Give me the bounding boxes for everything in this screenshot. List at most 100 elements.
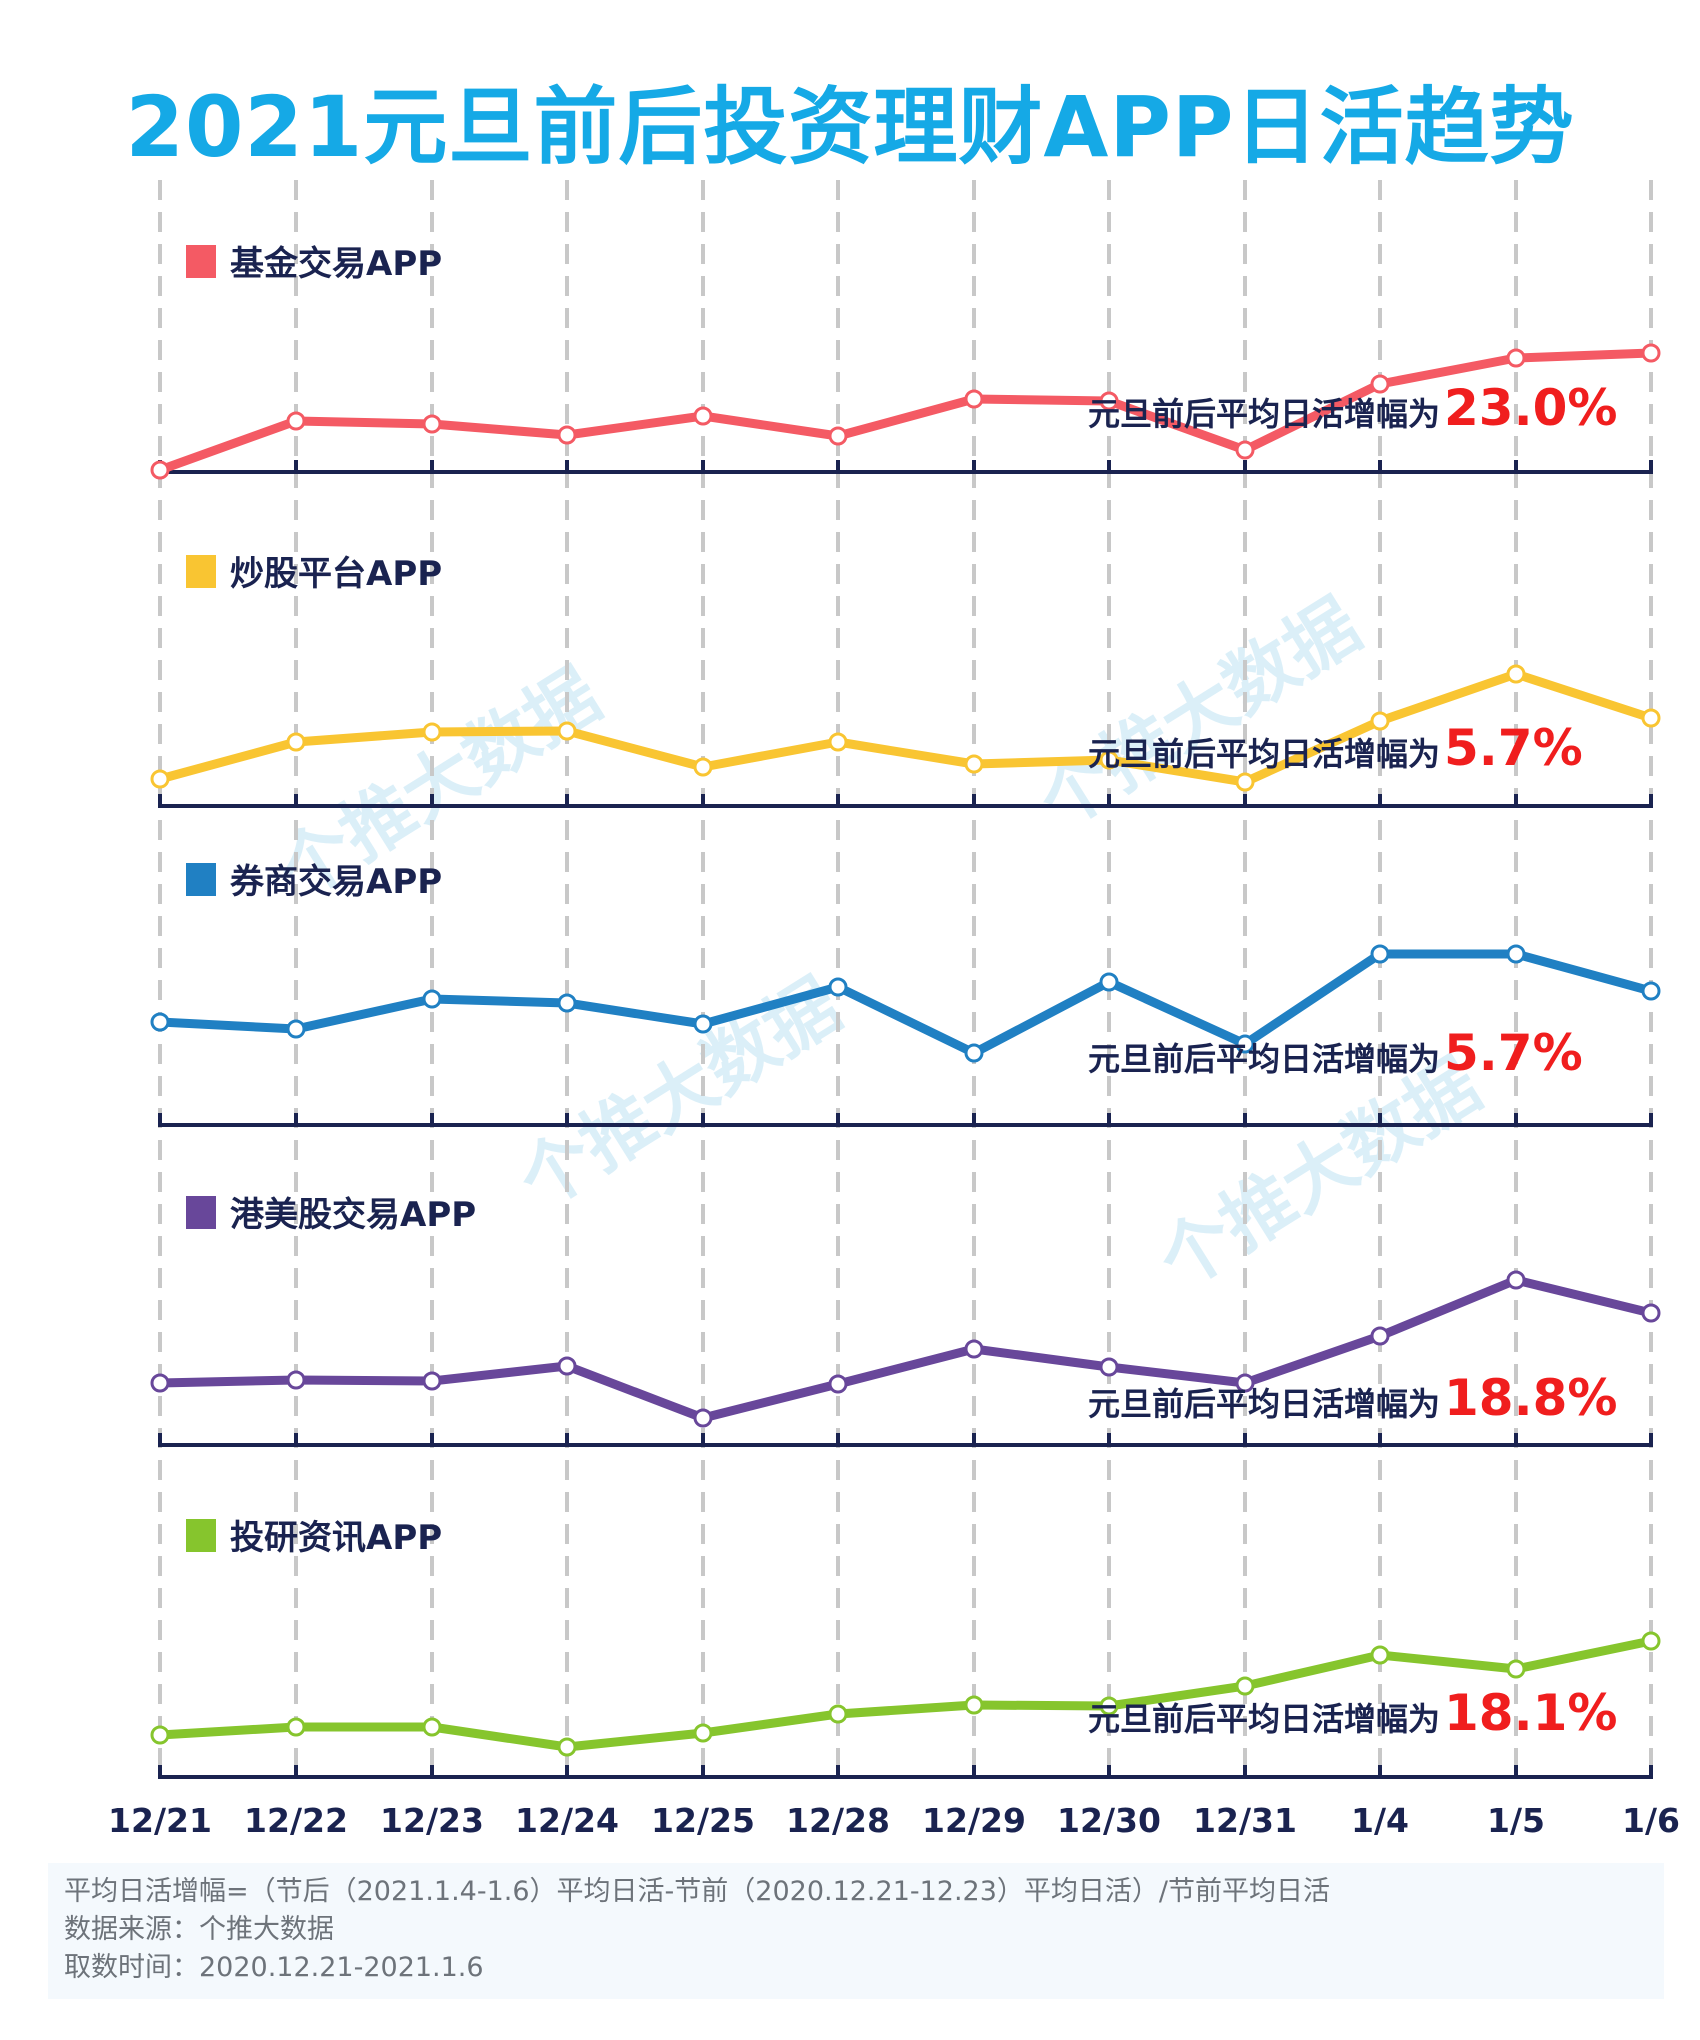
data-point <box>1099 391 1119 411</box>
growth-value: 23.0% <box>1444 379 1617 437</box>
data-point <box>828 1374 848 1394</box>
growth-prefix: 元旦前后平均日活增幅为 <box>1088 1040 1440 1078</box>
data-point <box>557 1356 577 1376</box>
data-point <box>286 732 306 752</box>
series-label: 炒股平台APP <box>230 554 442 594</box>
data-point <box>693 1014 713 1034</box>
series-label: 基金交易APP <box>230 244 442 284</box>
data-point <box>1641 1631 1661 1651</box>
panel-5: 投研资讯APP 元旦前后平均日活增幅为18.1% <box>150 1518 1661 1779</box>
data-point <box>557 1737 577 1757</box>
panel-4: 港美股交易APP 元旦前后平均日活增幅为18.8% <box>150 1195 1661 1447</box>
data-point <box>557 721 577 741</box>
data-point <box>150 460 170 480</box>
data-point <box>150 769 170 789</box>
legend-swatch <box>186 1519 216 1552</box>
footnote: 平均日活增幅=（节后（2021.1.4-1.6）平均日活-节前（2020.12.… <box>48 1863 1664 1999</box>
data-point <box>1370 1326 1390 1346</box>
x-tick-label: 1/6 <box>1622 1801 1680 1840</box>
data-point <box>964 754 984 774</box>
data-point <box>286 1019 306 1039</box>
growth-value: 18.8% <box>1444 1369 1617 1427</box>
x-tick-label: 12/28 <box>786 1801 890 1840</box>
data-point <box>1506 1659 1526 1679</box>
chart-panels: 基金交易APP元旦前后平均日活增幅为23.0%炒股平台APP元旦前后平均日活增幅… <box>150 244 1661 1779</box>
data-point <box>1370 1645 1390 1665</box>
data-point <box>828 732 848 752</box>
growth-annotation: 元旦前后平均日活增幅为5.7% <box>1088 1024 1583 1082</box>
x-axis: 12/21 12/22 12/23 12/24 12/25 12/28 12/29 12/30… <box>108 1801 1680 1840</box>
data-point <box>828 1704 848 1724</box>
series-line-4 <box>155 1275 1656 1423</box>
data-point <box>828 426 848 446</box>
x-tick-label: 12/22 <box>244 1801 348 1840</box>
panel-1: 基金交易APP 元旦前后平均日活增幅为23.0% <box>150 244 1661 480</box>
data-point <box>557 993 577 1013</box>
data-point <box>422 1717 442 1737</box>
footnote-period: 取数时间：2020.12.21-2021.1.6 <box>64 1952 484 1983</box>
growth-annotation: 元旦前后平均日活增幅为18.8% <box>1088 1369 1617 1427</box>
growth-annotation: 元旦前后平均日活增幅为23.0% <box>1088 379 1617 437</box>
data-point <box>422 989 442 1009</box>
x-tick-label: 12/31 <box>1193 1801 1297 1840</box>
watermark-text: 个推大数据 <box>1144 1042 1494 1304</box>
data-point <box>964 1043 984 1063</box>
data-point <box>422 414 442 434</box>
data-point <box>1235 772 1255 792</box>
growth-annotation: 元旦前后平均日活增幅为5.7% <box>1088 719 1583 777</box>
data-point <box>1099 1696 1119 1716</box>
data-point <box>693 757 713 777</box>
data-point <box>1506 1270 1526 1290</box>
x-tick-label: 12/30 <box>1057 1801 1161 1840</box>
growth-prefix: 元旦前后平均日活增幅为 <box>1088 395 1440 433</box>
gridlines <box>158 180 1653 1777</box>
data-point <box>286 1717 306 1737</box>
data-point <box>150 1012 170 1032</box>
data-point <box>1641 343 1661 363</box>
data-point <box>1370 374 1390 394</box>
data-point <box>1641 981 1661 1001</box>
series-line-2 <box>155 669 1656 787</box>
data-point <box>557 425 577 445</box>
data-point <box>422 1371 442 1391</box>
data-point <box>1235 440 1255 460</box>
data-point <box>1641 708 1661 728</box>
series-line-5 <box>155 1636 1656 1752</box>
data-point <box>693 406 713 426</box>
series-line-1 <box>155 348 1656 475</box>
x-tick-label: 1/4 <box>1351 1801 1409 1840</box>
growth-annotation: 元旦前后平均日活增幅为18.1% <box>1088 1684 1617 1742</box>
data-point <box>693 1723 713 1743</box>
growth-value: 5.7% <box>1444 1024 1583 1082</box>
data-point <box>286 1370 306 1390</box>
legend-swatch <box>186 863 216 896</box>
series-line-3 <box>155 949 1656 1058</box>
data-point <box>964 389 984 409</box>
line-chart: 个推大数据 个推大数据 个推大数据 个推大数据 基金交易APP元旦前后平均日活增… <box>108 180 1680 1840</box>
growth-value: 18.1% <box>1444 1684 1617 1742</box>
data-point <box>1370 944 1390 964</box>
data-point <box>1235 1373 1255 1393</box>
data-point <box>964 1339 984 1359</box>
data-point <box>422 722 442 742</box>
growth-prefix: 元旦前后平均日活增幅为 <box>1088 1385 1440 1423</box>
x-tick-label: 12/21 <box>108 1801 212 1840</box>
series-label: 券商交易APP <box>230 862 442 902</box>
footnote-source: 数据来源：个推大数据 <box>64 1914 334 1945</box>
panel-2: 炒股平台APP 元旦前后平均日活增幅为5.7% <box>150 554 1661 808</box>
data-point <box>1235 1034 1255 1054</box>
x-tick-label: 12/29 <box>922 1801 1026 1840</box>
data-point <box>1099 1357 1119 1377</box>
data-point <box>1235 1676 1255 1696</box>
x-tick-label: 12/23 <box>380 1801 484 1840</box>
data-point <box>150 1725 170 1745</box>
data-point <box>1370 711 1390 731</box>
growth-prefix: 元旦前后平均日活增幅为 <box>1088 735 1440 773</box>
data-point <box>1099 750 1119 770</box>
data-point <box>964 1695 984 1715</box>
growth-prefix: 元旦前后平均日活增幅为 <box>1088 1700 1440 1738</box>
data-point <box>286 411 306 431</box>
growth-value: 5.7% <box>1444 719 1583 777</box>
series-label: 投研资讯APP <box>230 1518 442 1558</box>
data-point <box>1099 972 1119 992</box>
